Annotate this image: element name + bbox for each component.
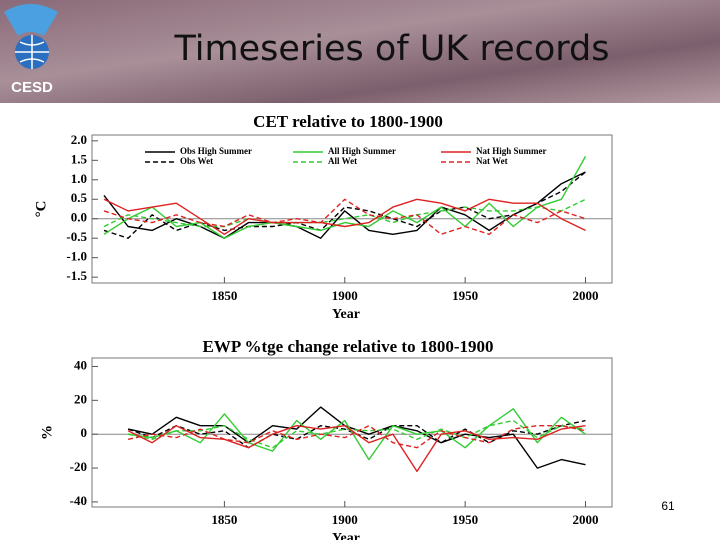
y-axis-label: %	[39, 425, 55, 440]
series-line	[127, 419, 586, 449]
y-tick-label: -0.5	[66, 229, 87, 244]
logo: CESD	[4, 4, 58, 96]
legend-label: All Wet	[328, 156, 357, 166]
banner	[0, 0, 720, 103]
y-tick-label: -20	[70, 459, 87, 474]
series-line	[103, 198, 586, 235]
plot-frame	[91, 134, 613, 284]
y-tick-label: 40	[74, 357, 87, 372]
slide-title: Timeseries of UK records	[173, 29, 609, 69]
series-line	[103, 156, 587, 239]
legend-label: Obs High Summer	[180, 146, 252, 156]
x-tick-label: 1850	[211, 288, 237, 303]
series-line	[103, 171, 586, 239]
x-tick-label: 1900	[332, 512, 358, 527]
x-axis-label: Year	[332, 531, 360, 540]
x-tick-label: 2000	[573, 512, 599, 527]
series-line	[103, 198, 586, 235]
y-tick-label: -40	[70, 493, 87, 508]
chart-title: EWP %tge change relative to 1800-1900	[202, 337, 493, 356]
x-tick-label: 1850	[211, 512, 237, 527]
y-axis-label: °C	[33, 201, 49, 218]
series-line	[127, 425, 586, 449]
series-line	[103, 198, 586, 228]
logo-text: CESD	[11, 79, 53, 96]
y-tick-label: -1.5	[66, 268, 87, 283]
page-number: 61	[661, 499, 675, 513]
x-tick-label: 2000	[573, 288, 599, 303]
x-tick-label: 1950	[452, 288, 478, 303]
x-axis-label: Year	[332, 307, 360, 322]
chart-title: CET relative to 1800-1900	[253, 112, 443, 131]
y-tick-label: 20	[74, 391, 87, 406]
legend-label: Nat High Summer	[476, 146, 547, 156]
x-tick-label: 1900	[332, 288, 358, 303]
series-line	[127, 425, 586, 473]
series-line	[103, 171, 586, 239]
legend-label: All High Summer	[328, 146, 396, 156]
plot-frame	[91, 357, 613, 508]
y-tick-label: 0.0	[71, 210, 87, 225]
y-tick-label: 2.0	[71, 132, 87, 147]
y-tick-label: 0.5	[71, 190, 88, 205]
x-tick-label: 1950	[452, 512, 478, 527]
y-tick-label: -1.0	[66, 249, 87, 264]
legend-label: Obs Wet	[180, 156, 213, 166]
legend-label: Nat Wet	[476, 156, 508, 166]
y-tick-label: 1.5	[71, 151, 88, 166]
y-tick-label: 1.0	[71, 171, 87, 186]
y-tick-label: 0	[81, 425, 88, 440]
